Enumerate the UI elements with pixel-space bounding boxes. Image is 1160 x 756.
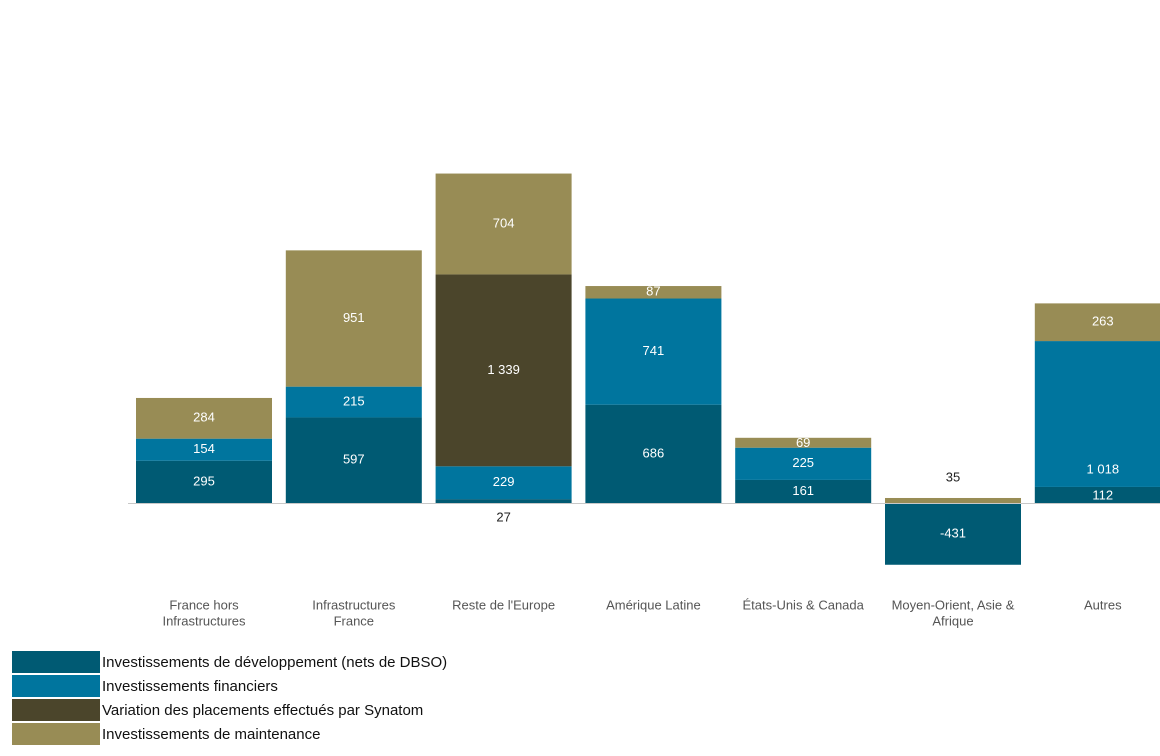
value-labels-group: 295 154 284 597 215 951 27 229 1 339 704 686 741 87 1…	[193, 215, 1119, 540]
legend-item: Variation des placements effectués par S…	[12, 698, 447, 722]
data-label: 112	[1092, 487, 1113, 502]
bar-segment	[585, 286, 722, 299]
bar-segment	[435, 274, 572, 467]
bar-segment	[136, 460, 272, 503]
data-label: 229	[493, 474, 515, 489]
data-label: 69	[796, 435, 810, 450]
data-label: 704	[493, 215, 515, 230]
legend-item: Investissements financiers	[12, 674, 447, 698]
legend-label: Variation des placements effectués par S…	[102, 701, 424, 719]
bar-segment	[885, 497, 1021, 503]
data-label: 263	[1092, 314, 1114, 329]
bar-segment	[1034, 341, 1160, 487]
data-label: 284	[193, 410, 215, 425]
data-label: 951	[343, 310, 365, 325]
category-label: Reste de l'Europe	[452, 597, 555, 612]
category-label: Moyen-Orient, Asie &	[892, 597, 1015, 612]
bar-segment	[885, 503, 1021, 565]
category-label: Infrastructures	[312, 597, 396, 612]
category-label: Autres	[1084, 597, 1122, 612]
category-label: Infrastructures	[162, 613, 246, 628]
legend-swatch	[12, 651, 100, 673]
legend-label: Investissements financiers	[102, 677, 278, 695]
category-labels-group: France horsInfrastructuresInfrastructure…	[162, 597, 1122, 628]
legend: Investissements de développement (nets d…	[12, 650, 447, 746]
legend-item: Investissements de développement (nets d…	[12, 650, 447, 674]
data-label: 686	[643, 445, 665, 460]
category-label: France	[334, 613, 374, 628]
legend-item: Investissements de maintenance	[12, 722, 447, 746]
bars-group	[136, 173, 1160, 565]
bar-segment	[435, 466, 572, 500]
bar-segment	[285, 386, 422, 418]
data-label: 87	[646, 284, 660, 299]
category-label: États-Unis & Canada	[742, 597, 864, 612]
bar-segment	[585, 298, 722, 405]
data-label: 215	[343, 393, 365, 408]
bar-segment	[585, 404, 722, 503]
bar-segment	[285, 417, 422, 503]
data-label: 154	[193, 441, 215, 456]
data-label: 1 339	[487, 362, 520, 377]
stacked-bar-chart: 295 154 284 597 215 951 27 229 1 339 704 686 741 87 1…	[128, 173, 1160, 628]
data-label: 27	[496, 509, 510, 524]
legend-label: Investissements de développement (nets d…	[102, 653, 448, 671]
bar-segment	[435, 499, 572, 503]
bar-segment	[735, 479, 872, 503]
bar-segment	[435, 173, 572, 275]
category-label: Afrique	[932, 613, 973, 628]
data-label: 161	[792, 483, 814, 498]
bar-segment	[1034, 486, 1160, 503]
bar-segment	[285, 250, 422, 387]
bar-segment	[735, 447, 872, 480]
data-label: 1 018	[1087, 461, 1120, 476]
legend-swatch	[12, 723, 100, 745]
data-label: 35	[946, 469, 960, 484]
bar-segment	[136, 397, 272, 439]
data-label: -431	[940, 525, 966, 540]
legend-swatch	[12, 699, 100, 721]
legend-label: Investissements de maintenance	[102, 725, 321, 743]
category-label: France hors	[169, 597, 239, 612]
category-label: Amérique Latine	[606, 597, 701, 612]
data-label: 597	[343, 452, 365, 467]
bar-segment	[136, 438, 272, 461]
bar-segment	[1034, 303, 1160, 342]
legend-swatch	[12, 675, 100, 697]
data-label: 741	[643, 343, 665, 358]
bar-segment	[735, 437, 872, 448]
data-label: 225	[792, 455, 814, 470]
data-label: 295	[193, 473, 215, 488]
